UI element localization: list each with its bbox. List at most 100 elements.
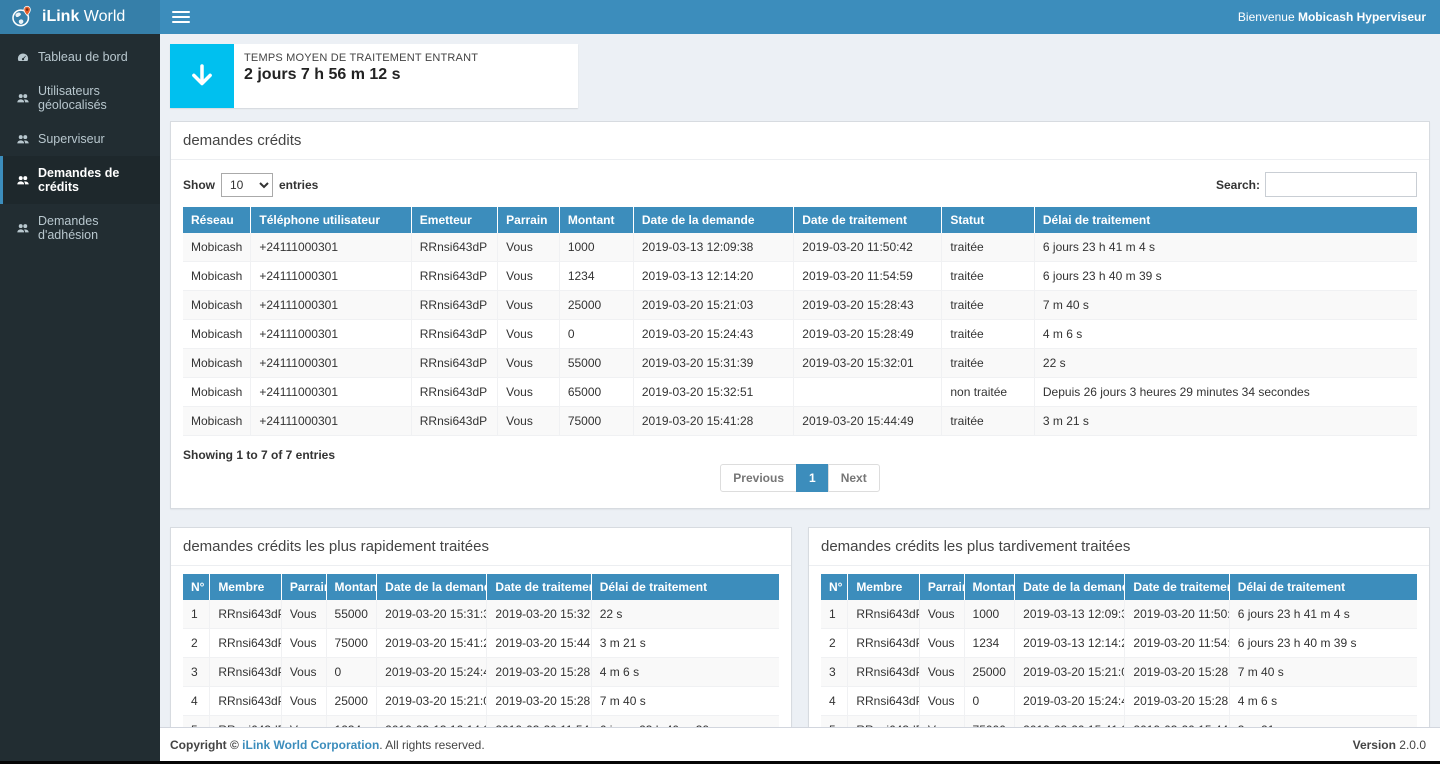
column-header[interactable]: Date de traitement (1125, 574, 1229, 600)
table-cell: Mobicash (183, 407, 251, 436)
table-row: Mobicash+24111000301RRnsi643dPVous100020… (183, 233, 1417, 262)
table-cell: 4 m 6 s (1034, 320, 1417, 349)
table-row: Mobicash+24111000301RRnsi643dPVous02019-… (183, 320, 1417, 349)
table-cell: RRnsi643dP (411, 320, 497, 349)
table-cell: 7 m 40 s (1034, 291, 1417, 320)
table-cell: Mobicash (183, 291, 251, 320)
table-cell: 3 (821, 658, 848, 687)
table-cell: Depuis 26 jours 3 heures 29 minutes 34 s… (1034, 378, 1417, 407)
table-cell: 2019-03-20 15:41:28 (1015, 716, 1125, 728)
slowest-credits-panel: demandes crédits les plus tardivement tr… (808, 527, 1430, 727)
table-cell: RRnsi643dP (411, 378, 497, 407)
table-cell: 2 (183, 629, 210, 658)
column-header[interactable]: Parrain (281, 574, 326, 600)
credits-table: RéseauTéléphone utilisateurEmetteurParra… (183, 207, 1417, 436)
table-cell: +24111000301 (251, 262, 411, 291)
table-cell: RRnsi643dP (411, 233, 497, 262)
table-cell: 3 (183, 658, 210, 687)
table-cell: 4 m 6 s (591, 658, 779, 687)
column-header[interactable]: Membre (210, 574, 282, 600)
table-row: 4RRnsi643dPVous250002019-03-20 15:21:032… (183, 687, 779, 716)
table-cell: Vous (281, 600, 326, 629)
table-row: Mobicash+24111000301RRnsi643dPVous250002… (183, 291, 1417, 320)
company-link[interactable]: iLink World Corporation (242, 738, 379, 752)
table-cell: Vous (498, 407, 560, 436)
column-header[interactable]: N° (821, 574, 848, 600)
table-cell: 1000 (964, 600, 1015, 629)
column-header[interactable]: Montant (559, 207, 633, 233)
table-row: Mobicash+24111000301RRnsi643dPVous123420… (183, 262, 1417, 291)
search-input[interactable] (1265, 172, 1417, 197)
table-cell: 2019-03-20 15:24:43 (377, 658, 487, 687)
column-header[interactable]: Date de la demande (377, 574, 487, 600)
column-header[interactable]: Réseau (183, 207, 251, 233)
sidebar-item-demandes-de-credits[interactable]: Demandes de crédits (0, 156, 160, 204)
table-cell: Mobicash (183, 349, 251, 378)
column-header[interactable]: Montant (964, 574, 1015, 600)
next-page-button[interactable]: Next (828, 464, 880, 492)
column-header[interactable]: Date de la demande (633, 207, 793, 233)
table-cell: 0 (964, 687, 1015, 716)
table-cell: 2019-03-20 15:31:39 (633, 349, 793, 378)
table-cell: 2019-03-20 15:21:03 (377, 687, 487, 716)
table-cell: Vous (919, 658, 964, 687)
sidebar-item-label: Utilisateurs géolocalisés (38, 84, 150, 112)
users-icon (15, 221, 30, 235)
page-length-select[interactable]: 10 (221, 173, 273, 197)
column-header[interactable]: Date de la demande (1015, 574, 1125, 600)
column-header[interactable]: N° (183, 574, 210, 600)
table-cell: 4 (821, 687, 848, 716)
table-cell: 22 s (1034, 349, 1417, 378)
column-header[interactable]: Membre (848, 574, 920, 600)
table-row: 1RRnsi643dPVous550002019-03-20 15:31:392… (183, 600, 779, 629)
users-icon (15, 132, 30, 146)
sidebar-item-utilisateurs-geolocalises[interactable]: Utilisateurs géolocalisés (0, 74, 160, 122)
sidebar-item-label: Demandes de crédits (38, 166, 150, 194)
table-cell: Vous (498, 349, 560, 378)
table-row: 5RRnsi643dPVous12342019-03-13 12:14:2020… (183, 716, 779, 728)
table-cell: non traitée (942, 378, 1035, 407)
sidebar-item-superviseur[interactable]: Superviseur (0, 122, 160, 156)
column-header[interactable]: Délai de traitement (1034, 207, 1417, 233)
sidebar-item-label: Tableau de bord (38, 50, 128, 64)
column-header[interactable]: Date de traitement (487, 574, 591, 600)
page-1-button[interactable]: 1 (796, 464, 829, 492)
previous-page-button[interactable]: Previous (720, 464, 797, 492)
hamburger-menu-icon[interactable] (172, 11, 190, 23)
table-cell: 0 (559, 320, 633, 349)
table-cell: Vous (498, 378, 560, 407)
table-cell: Vous (919, 716, 964, 728)
table-cell: 55000 (326, 600, 377, 629)
table-cell: Mobicash (183, 233, 251, 262)
table-cell: traitée (942, 262, 1035, 291)
table-cell: +24111000301 (251, 233, 411, 262)
search-label: Search: (1216, 178, 1260, 192)
column-header[interactable]: Date de traitement (794, 207, 942, 233)
globe-pin-icon (10, 5, 34, 29)
column-header[interactable]: Délai de traitement (1229, 574, 1417, 600)
column-header[interactable]: Statut (942, 207, 1035, 233)
column-header[interactable]: Parrain (919, 574, 964, 600)
sidebar-item-demandes-adhesion[interactable]: Demandes d'adhésion (0, 204, 160, 252)
table-cell: 2019-03-20 11:54:59 (1125, 629, 1229, 658)
column-header[interactable]: Parrain (498, 207, 560, 233)
table-cell: traitée (942, 233, 1035, 262)
column-header[interactable]: Téléphone utilisateur (251, 207, 411, 233)
table-cell: RRnsi643dP (411, 262, 497, 291)
column-header[interactable]: Délai de traitement (591, 574, 779, 600)
table-cell: 75000 (964, 716, 1015, 728)
table-cell: 7 m 40 s (1229, 658, 1417, 687)
credits-panel-title: demandes crédits (171, 122, 1429, 160)
table-cell: RRnsi643dP (848, 629, 920, 658)
sidebar-item-tableau-de-bord[interactable]: Tableau de bord (0, 40, 160, 74)
table-cell: Vous (919, 629, 964, 658)
brand-logo[interactable]: iLink World (0, 0, 160, 34)
table-cell: 1 (821, 600, 848, 629)
table-cell: RRnsi643dP (411, 407, 497, 436)
column-header[interactable]: Montant (326, 574, 377, 600)
table-cell: 5 (183, 716, 210, 728)
table-cell: Vous (498, 233, 560, 262)
table-cell: Vous (498, 320, 560, 349)
column-header[interactable]: Emetteur (411, 207, 497, 233)
users-icon (15, 91, 30, 105)
